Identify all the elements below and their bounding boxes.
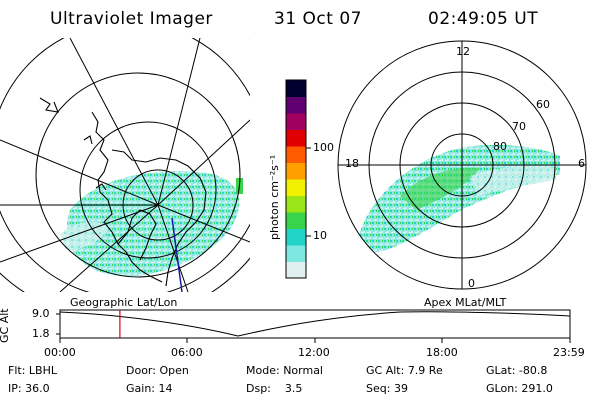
seq-value: 39 — [393, 382, 408, 395]
glon-value: 291.0 — [521, 382, 553, 395]
time-tick-1200: 12:00 — [298, 346, 330, 359]
aurora-oval-magnetic — [359, 144, 560, 252]
mlt-label-18: 18 — [345, 157, 359, 170]
mlat-label-60: 60 — [536, 98, 550, 111]
glat-status: GLat: -80.8 — [486, 364, 548, 377]
alt-tick-1-8: 1.8 — [32, 327, 50, 340]
mlat-label-80: 80 — [493, 140, 507, 153]
colorbar-segment — [286, 212, 306, 229]
colorbar-segment — [286, 195, 306, 213]
glon-status: GLon: 291.0 — [486, 382, 553, 395]
ip-status: IP: 36.0 — [8, 382, 50, 395]
continent-outline — [39, 97, 207, 287]
instrument-title: Ultraviolet Imager — [50, 9, 213, 29]
filter-status: Flt: LBHL — [8, 364, 57, 377]
ground-track — [171, 217, 183, 292]
glat-value: -80.8 — [518, 364, 548, 377]
colorbar-segment — [286, 162, 306, 180]
altitude-curve — [59, 311, 571, 337]
gain-value: 14 — [158, 382, 173, 395]
ip-value: 36.0 — [25, 382, 50, 395]
meridians — [0, 38, 250, 292]
colorbar-segment — [286, 80, 306, 97]
alt-tick-9: 9.0 — [32, 307, 50, 320]
colorbar-segment — [286, 245, 306, 262]
door-value: Open — [159, 364, 189, 377]
magnetic-polar-plot — [337, 40, 587, 290]
alt-axis-label: GC Alt — [0, 308, 11, 343]
gain-status: Gain: 14 — [126, 382, 173, 395]
colorbar — [285, 79, 311, 279]
seq-status: Seq: 39 — [366, 382, 408, 395]
colorbar-segment — [286, 146, 306, 163]
time-tick-2359: 23:59 — [553, 346, 585, 359]
time-label: 02:49:05 UT — [428, 9, 539, 29]
altitude-strip — [56, 309, 571, 343]
filter-value: LBHL — [28, 364, 57, 377]
colorbar-segment — [286, 129, 306, 147]
right-map-label: Apex MLat/MLT — [424, 296, 507, 309]
colorbar-segment — [286, 179, 306, 196]
dsp-status: Dsp: 3.5 — [246, 382, 303, 395]
colorbar-segment — [286, 261, 306, 279]
lat-circle — [35, 72, 241, 278]
colorbar-tick-10: 10 — [313, 229, 327, 242]
lat-circle — [79, 121, 217, 259]
time-tick-1800: 18:00 — [426, 346, 458, 359]
colorbar-unit-label: photon cm⁻²s⁻¹ — [268, 154, 281, 240]
mlt-label-6: 6 — [578, 157, 585, 170]
dsp-value: 3.5 — [284, 382, 303, 395]
mode-value: Normal — [283, 364, 323, 377]
colorbar-tick-100: 100 — [313, 141, 334, 154]
mode-status: Mode: Normal — [246, 364, 323, 377]
time-tick-0600: 06:00 — [171, 346, 203, 359]
colorbar-segment — [286, 96, 306, 114]
mlt-label-0: 0 — [468, 277, 475, 290]
gc-alt-value: 7.9 Re — [407, 364, 443, 377]
left-map-label: Geographic Lat/Lon — [70, 296, 178, 309]
colorbar-segment — [286, 113, 306, 130]
colorbar-segment — [286, 228, 306, 246]
gc-alt-status: GC Alt: 7.9 Re — [366, 364, 443, 377]
time-tick-0000: 00:00 — [44, 346, 76, 359]
door-status: Door: Open — [126, 364, 189, 377]
geographic-map — [0, 38, 250, 292]
date-label: 31 Oct 07 — [274, 9, 362, 29]
aurora-oval-geographic — [67, 171, 240, 277]
mlt-label-12: 12 — [456, 45, 470, 58]
mlat-label-70: 70 — [512, 120, 526, 133]
